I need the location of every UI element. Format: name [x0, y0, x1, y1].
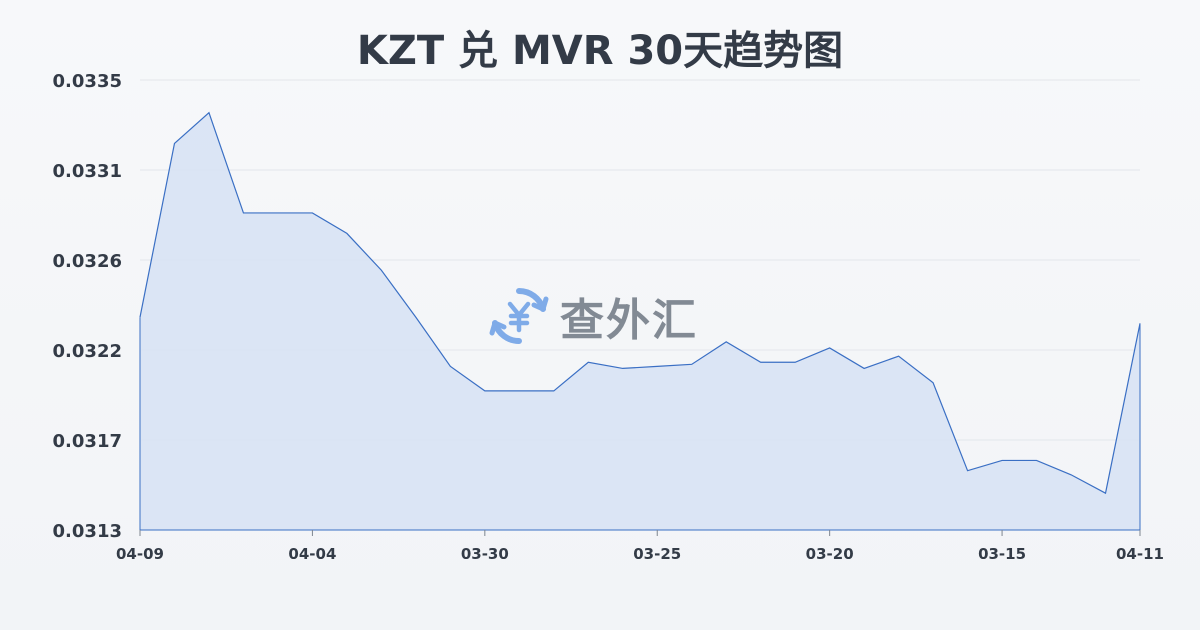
watermark-text: 查外汇	[560, 295, 698, 346]
x-tick-label: 03-30	[461, 545, 509, 563]
area-series	[139, 111, 1141, 531]
x-tick-label: 04-11	[1116, 545, 1164, 563]
area-fill	[140, 112, 1140, 531]
y-tick-label: 0.0326	[53, 251, 122, 272]
yen-exchange-icon	[489, 288, 549, 344]
x-tick-label: 03-20	[806, 545, 854, 563]
x-tick-label: 04-04	[288, 545, 336, 563]
x-tick-label: 04-09	[116, 545, 164, 563]
chart-title: KZT 兑 MVR 30天趋势图	[356, 28, 844, 74]
watermark: 查外汇	[488, 284, 698, 348]
y-tick-label: 0.0335	[53, 71, 122, 92]
y-axis: 0.0335 0.0331 0.0326 0.0322 0.0317 0.0313	[53, 71, 122, 542]
y-tick-label: 0.0317	[53, 431, 122, 452]
x-tick-label: 03-15	[978, 545, 1026, 563]
x-tick-label: 03-25	[633, 545, 681, 563]
series-line	[139, 111, 1141, 495]
x-axis: 04-09 04-04 03-30 03-25 03-20 03-15 04-11	[116, 530, 1164, 563]
y-tick-label: 0.0331	[53, 161, 122, 182]
y-tick-label: 0.0322	[53, 341, 122, 362]
y-tick-label: 0.0313	[53, 521, 122, 542]
